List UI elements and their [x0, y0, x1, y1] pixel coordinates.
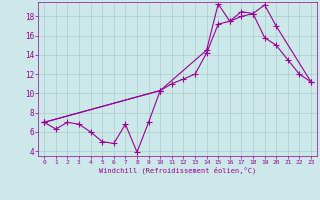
- X-axis label: Windchill (Refroidissement éolien,°C): Windchill (Refroidissement éolien,°C): [99, 167, 256, 174]
